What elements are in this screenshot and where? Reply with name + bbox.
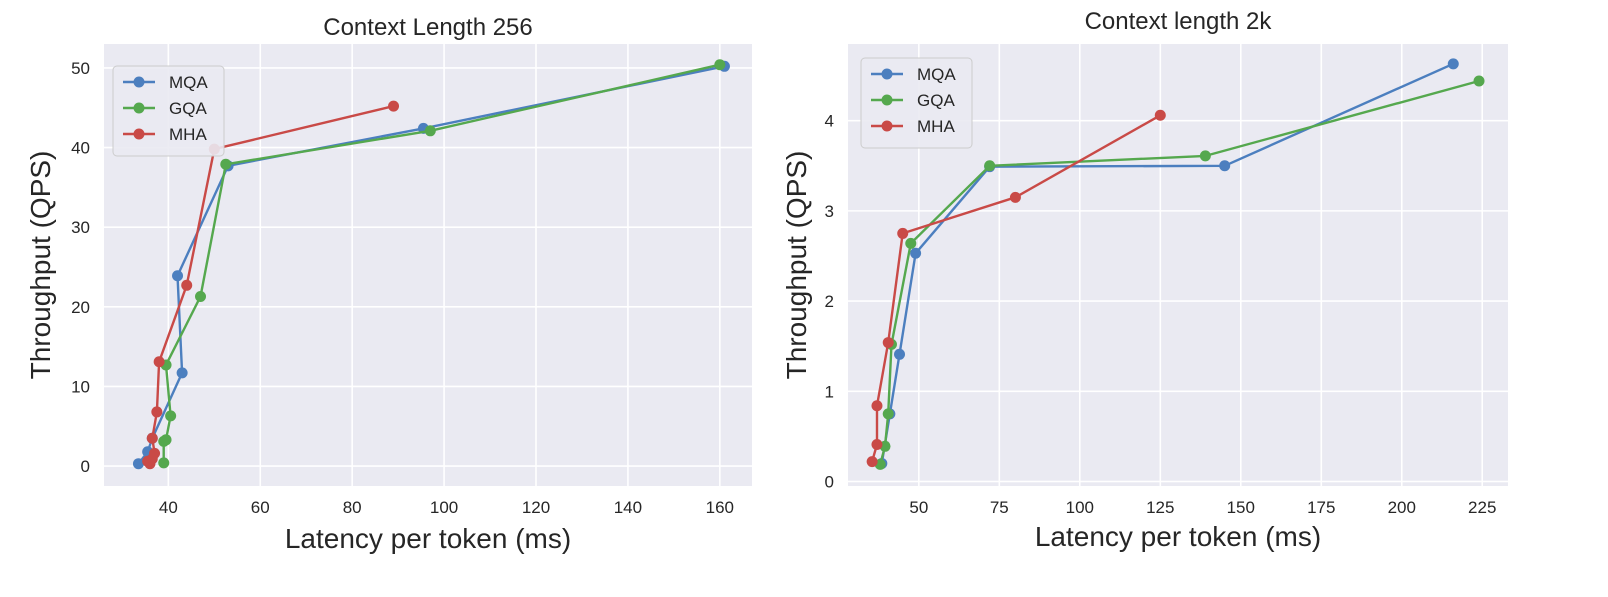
data-point	[897, 227, 909, 239]
legend-marker	[881, 120, 893, 132]
data-point	[866, 456, 878, 468]
x-tick-label: 80	[343, 498, 362, 517]
y-axis-label: Throughput (QPS)	[781, 151, 812, 380]
y-axis-label: Throughput (QPS)	[25, 151, 56, 380]
x-tick-label: 75	[990, 498, 1009, 517]
x-tick-label: 175	[1307, 498, 1335, 517]
data-point	[1473, 75, 1485, 87]
data-point	[910, 247, 922, 259]
data-point	[388, 100, 400, 112]
y-tick-label: 3	[825, 202, 834, 221]
data-point	[894, 348, 906, 360]
x-tick-label: 150	[1227, 498, 1255, 517]
data-point	[160, 434, 172, 446]
data-point	[158, 457, 170, 469]
x-tick-label: 160	[706, 498, 734, 517]
data-point	[1009, 191, 1021, 203]
legend-label: GQA	[917, 91, 955, 110]
data-point	[153, 356, 165, 368]
data-point	[165, 410, 177, 422]
y-tick-label: 20	[71, 298, 90, 317]
data-point	[176, 367, 188, 379]
data-point	[220, 158, 232, 170]
data-point	[146, 432, 158, 444]
legend-marker	[133, 128, 145, 140]
chart-title: Context Length 256	[323, 14, 533, 41]
y-tick-label: 40	[71, 139, 90, 158]
x-tick-label: 40	[159, 498, 178, 517]
legend-label: MHA	[917, 117, 955, 136]
x-tick-label: 200	[1388, 498, 1416, 517]
y-tick-label: 10	[71, 377, 90, 396]
data-point	[151, 406, 163, 418]
legend-label: GQA	[169, 99, 207, 118]
data-point	[172, 270, 184, 282]
data-point	[1199, 150, 1211, 162]
y-tick-label: 50	[71, 59, 90, 78]
data-point	[984, 160, 996, 172]
data-point	[181, 279, 193, 291]
x-tick-label: 50	[909, 498, 928, 517]
series-gqa	[158, 59, 726, 469]
x-tick-label: 100	[1066, 498, 1094, 517]
x-tick-label: 60	[251, 498, 270, 517]
chart-title: Context length 2k	[1085, 8, 1273, 35]
x-tick-label: 125	[1146, 498, 1174, 517]
legend-marker	[881, 68, 893, 80]
data-point	[424, 125, 436, 137]
x-tick-label: 140	[614, 498, 642, 517]
legend-label: MHA	[169, 125, 207, 144]
data-point	[132, 458, 144, 470]
legend-label: MQA	[917, 65, 956, 84]
data-point	[905, 237, 917, 249]
data-point	[195, 290, 207, 302]
legend-marker	[133, 102, 145, 114]
data-point	[1154, 109, 1166, 121]
x-tick-label: 225	[1468, 498, 1496, 517]
data-point	[1447, 58, 1459, 70]
legend-marker	[881, 94, 893, 106]
x-tick-label: 120	[522, 498, 550, 517]
y-tick-label: 2	[825, 292, 834, 311]
x-axis-label: Latency per token (ms)	[1035, 521, 1321, 552]
x-tick-label: 100	[430, 498, 458, 517]
data-point	[149, 447, 161, 459]
y-tick-label: 30	[71, 218, 90, 237]
series-mha	[866, 109, 1166, 468]
legend: MQA GQA MHA	[112, 65, 225, 157]
y-tick-label: 1	[825, 382, 834, 401]
x-axis-label: Latency per token (ms)	[285, 523, 571, 554]
data-point	[882, 337, 894, 349]
legend-label: MQA	[169, 73, 208, 92]
chart-panel-2: 50 75 100 125 150 175 200 225 0 1 2 3 4 Context lengt…	[781, 8, 1508, 552]
y-tick-label: 0	[825, 472, 834, 491]
data-point	[1219, 160, 1231, 172]
legend: MQA GQA MHA	[860, 57, 973, 149]
series-gqa	[874, 75, 1485, 470]
data-point	[871, 400, 883, 412]
chart-panel-1: 40 60 80 100 120 140 160 0 10 20 30 40 50 Context Len…	[25, 14, 752, 554]
legend-marker	[133, 76, 145, 88]
data-point	[871, 439, 883, 451]
y-tick-label: 0	[81, 457, 90, 476]
data-point	[714, 59, 726, 71]
y-tick-label: 4	[825, 112, 834, 131]
data-point	[882, 408, 894, 420]
